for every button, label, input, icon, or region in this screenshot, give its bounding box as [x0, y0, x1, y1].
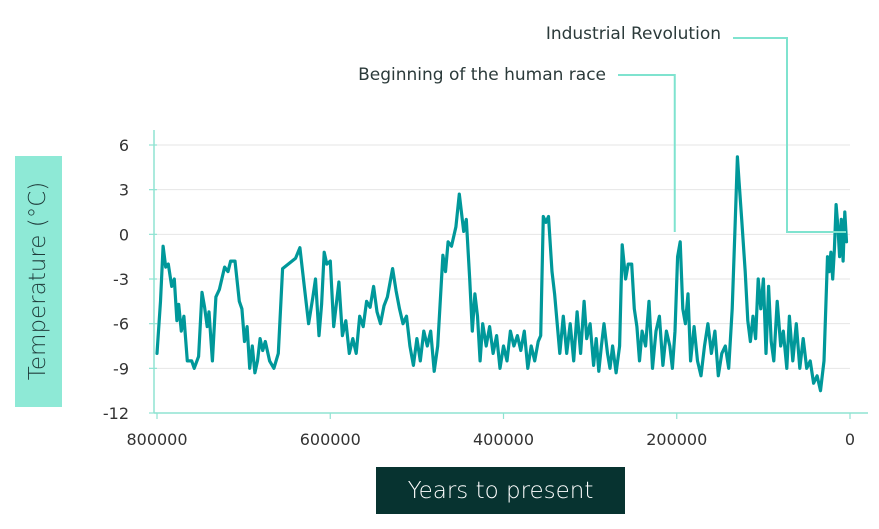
- x-axis-label: Years to present: [407, 477, 594, 504]
- x-tick-label: 400000: [473, 430, 534, 449]
- annotation-layer: [618, 37, 846, 233]
- y-tick-label: 0: [119, 225, 129, 244]
- y-tick-label: 3: [119, 181, 129, 200]
- y-axis-ticks: 6 3 0 -3 -6 -9 -12: [103, 136, 157, 423]
- x-tick-label: 200000: [646, 430, 707, 449]
- y-tick-label: -6: [113, 315, 129, 334]
- y-tick-label: -12: [103, 404, 129, 423]
- y-axis-label: Temperature (°C): [25, 181, 51, 381]
- temperature-series-line: [155, 155, 849, 393]
- y-tick-label: 6: [119, 136, 129, 155]
- grid-lines: [157, 144, 850, 369]
- x-tick-label: 0: [845, 430, 855, 449]
- axes: [153, 130, 868, 414]
- x-tick-label: 800000: [126, 430, 187, 449]
- y-tick-label: -9: [113, 359, 129, 378]
- x-axis-label-box: Years to present: [376, 467, 625, 514]
- y-axis-label-box: [15, 156, 62, 407]
- x-axis-ticks: 800000 600000 400000 200000 0: [126, 413, 855, 449]
- y-tick-label: -3: [113, 270, 129, 289]
- annotation-beginning-human-race: Beginning of the human race: [358, 65, 606, 85]
- annotation-leader-industrial-revolution: [733, 37, 846, 233]
- annotation-industrial-revolution: Industrial Revolution: [545, 24, 721, 44]
- annotation-leader-beginning-human-race: [618, 74, 676, 232]
- series-layer: [155, 155, 849, 393]
- x-tick-label: 600000: [300, 430, 361, 449]
